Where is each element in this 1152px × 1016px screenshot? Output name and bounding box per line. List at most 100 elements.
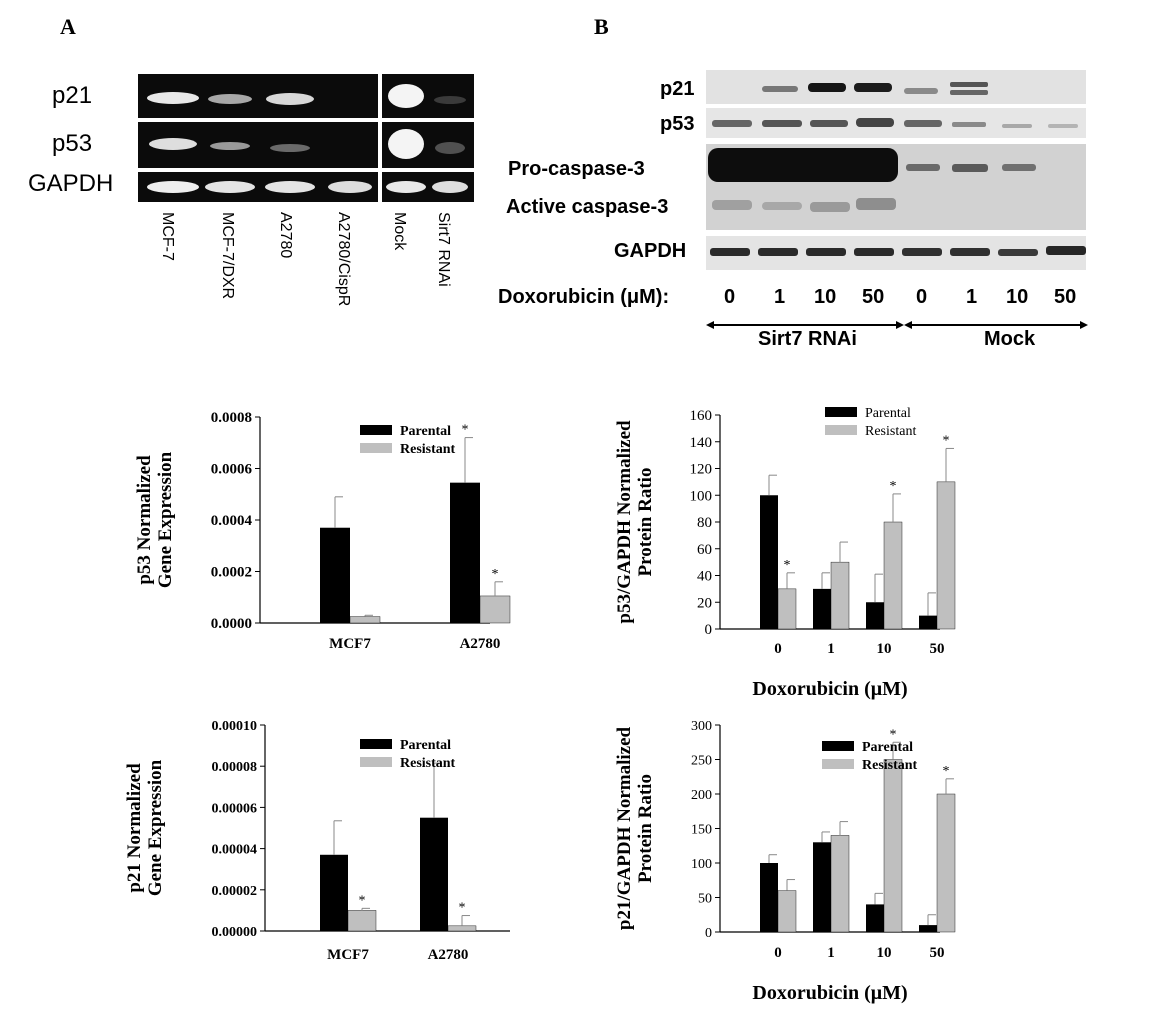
bar (450, 482, 480, 623)
bar (830, 561, 850, 630)
significance-mark: * (462, 423, 469, 438)
lane-label-mock: Mock (391, 212, 408, 251)
western-blot-image (706, 68, 1086, 274)
y-tick-label: 0.00000 (212, 925, 258, 940)
legend-swatch (822, 759, 854, 769)
y-axis-label: p21/GAPDH NormalizedProtein Ratio (614, 726, 656, 930)
y-tick-label: 300 (691, 719, 712, 734)
y-axis-label: p53/GAPDH NormalizedProtein Ratio (614, 420, 656, 624)
bar (760, 863, 778, 932)
panel-b-letter: B (594, 14, 609, 39)
x-tick-label: 0 (774, 641, 782, 657)
blot-row-label-pro-caspase-3: Pro-caspase-3 (508, 158, 645, 180)
y-tick-label: 50 (698, 892, 712, 907)
bar (813, 588, 831, 629)
y-tick-label: 0.00004 (212, 843, 258, 858)
legend-swatch (822, 741, 854, 751)
dose-label: 1 (966, 286, 978, 308)
significance-mark: * (784, 558, 791, 573)
legend-label: Resistant (400, 442, 456, 457)
y-axis-label-line: Protein Ratio (635, 468, 656, 577)
doxorubicin-dose-label: Doxorubicin (μM): (498, 286, 670, 308)
legend-label: Parental (865, 406, 911, 421)
x-tick-label: MCF7 (327, 947, 369, 963)
bar (936, 793, 956, 933)
x-tick-label: A2780 (460, 636, 501, 652)
y-tick-label: 160 (690, 408, 713, 424)
significance-mark: * (359, 893, 366, 908)
bar (447, 925, 477, 932)
legend-swatch (825, 425, 857, 435)
significance-mark: * (943, 764, 950, 779)
bar (777, 890, 797, 933)
lane-label-a2780-cispr: A2780/CispR (335, 212, 352, 307)
legend-swatch (825, 407, 857, 417)
y-axis-label-line: Gene Expression (155, 451, 176, 588)
x-tick-label: 10 (877, 641, 892, 657)
dose-label: 10 (814, 286, 837, 308)
bar (919, 615, 937, 629)
y-tick-label: 60 (697, 542, 712, 558)
y-tick-label: 20 (697, 595, 712, 611)
bar (866, 602, 884, 629)
y-tick-label: 0 (705, 926, 712, 941)
bar (936, 481, 956, 630)
bar (777, 588, 797, 630)
legend-label: Resistant (400, 756, 456, 771)
chart-p21-gene-expression: 0.00000 0.00002 0.00004 0.00006 0.00008 0.000… (124, 719, 510, 963)
x-tick-label: A2780 (428, 947, 469, 963)
y-tick-label: 80 (697, 515, 712, 531)
blot-row-label-p21: p21 (660, 78, 695, 100)
bar (919, 925, 937, 932)
x-tick-label: 50 (930, 945, 945, 961)
y-axis-label-line: p53/GAPDH Normalized (614, 420, 635, 624)
x-axis-label: Doxorubicin (μM) (752, 982, 907, 1004)
y-axis-label-line: Gene Expression (145, 759, 166, 896)
legend-label: Parental (862, 740, 913, 755)
dose-label: 50 (862, 286, 885, 308)
x-tick-label: MCF7 (329, 636, 371, 652)
legend-swatch (360, 757, 392, 767)
lane-label-mcf7-dxr: MCF-7/DXR (219, 212, 236, 300)
y-axis-label-line: p21/GAPDH Normalized (614, 726, 635, 930)
x-axis-label: Doxorubicin (μM) (752, 678, 907, 700)
gel-row-label-gapdh: GAPDH (28, 170, 114, 197)
dose-label: 50 (1054, 286, 1077, 308)
y-tick-label: 0.0008 (211, 410, 252, 426)
bar (349, 616, 381, 624)
y-axis-label-line: p21 Normalized (124, 763, 145, 893)
legend-label: Parental (400, 738, 451, 753)
bar (866, 904, 884, 932)
y-tick-label: 140 (690, 435, 713, 451)
y-tick-label: 40 (697, 569, 712, 585)
lane-label-mcf7: MCF-7 (159, 212, 176, 261)
y-tick-label: 0.00008 (212, 760, 258, 775)
x-tick-label: 50 (930, 641, 945, 657)
dose-label: 0 (724, 286, 736, 308)
gel-row-label-p21: p21 (52, 82, 93, 109)
rt-pcr-gel-image (138, 72, 474, 204)
significance-mark: * (890, 727, 897, 742)
group-arrows (706, 321, 1088, 329)
bar (830, 835, 850, 933)
panel-a-letter: A (60, 14, 76, 39)
y-tick-label: 0.0002 (211, 565, 252, 581)
y-tick-label: 150 (691, 823, 712, 838)
y-tick-label: 0.00010 (212, 719, 258, 734)
chart-p53-gene-expression: 0.0000 0.0002 0.0004 0.0006 0.0008 p53 Normal… (134, 410, 511, 652)
lane-label-sirt7-rnai: Sirt7 RNAi (435, 212, 452, 287)
legend-label: Resistant (865, 424, 916, 439)
y-tick-label: 0.0006 (211, 462, 253, 478)
blot-row-label-gapdh: GAPDH (614, 240, 687, 262)
y-axis-label-line: Protein Ratio (635, 774, 656, 883)
bar (760, 495, 778, 629)
bar (883, 759, 903, 933)
x-tick-label: 0 (774, 945, 782, 961)
group-label-sirt7-rnai: Sirt7 RNAi (758, 328, 857, 350)
legend-swatch (360, 443, 392, 453)
y-axis-label: p21 NormalizedGene Expression (124, 759, 166, 896)
bar (813, 842, 831, 932)
lane-label-a2780: A2780 (277, 212, 294, 259)
y-tick-label: 0.00006 (212, 801, 258, 816)
